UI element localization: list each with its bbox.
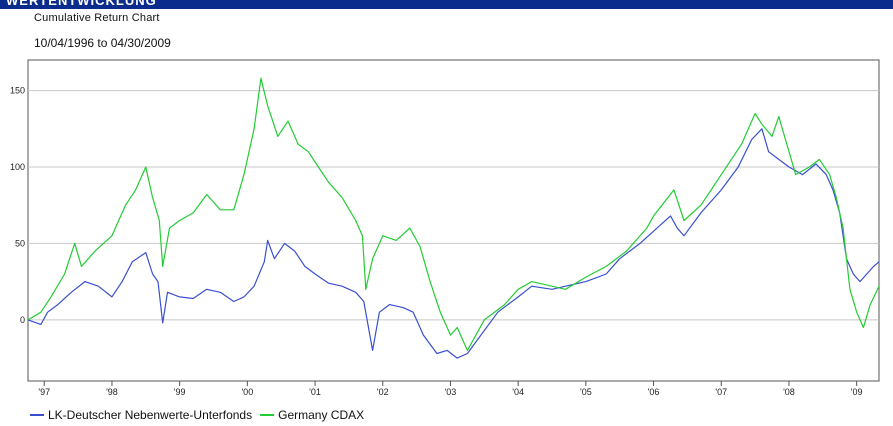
x-tick-label: '09	[851, 387, 863, 397]
x-tick-label: '03	[445, 387, 457, 397]
y-tick-label: 150	[10, 86, 25, 96]
header-banner: WERTENTWICKLUNG	[0, 0, 893, 9]
series-line-1	[27, 77, 880, 351]
chart-title: Cumulative Return Chart	[34, 12, 160, 24]
legend-item: LK-Deutscher Nebenwerte-Unterfonds	[30, 408, 252, 422]
x-tick-label: '97	[38, 387, 50, 397]
x-tick-label: '04	[512, 387, 524, 397]
y-tick-label: 100	[10, 162, 25, 172]
x-tick-label: '05	[580, 387, 592, 397]
y-tick-label: 0	[20, 315, 25, 325]
chart-legend: LK-Deutscher Nebenwerte-Unterfonds Germa…	[30, 408, 372, 422]
legend-label: LK-Deutscher Nebenwerte-Unterfonds	[48, 408, 253, 422]
x-tick-label: '07	[715, 387, 727, 397]
x-tick-label: '06	[648, 387, 660, 397]
legend-swatch	[260, 414, 275, 416]
legend-item: Germany CDAX	[260, 408, 364, 422]
y-tick-label: 50	[15, 238, 25, 248]
chart-subtitle: 10/04/1996 to 04/30/2009	[34, 36, 171, 50]
x-tick-label: '99	[174, 387, 186, 397]
legend-swatch	[30, 414, 44, 416]
x-tick-label: '00	[241, 387, 253, 397]
x-tick-label: '01	[309, 387, 321, 397]
series-line-0	[27, 128, 880, 359]
x-tick-label: '02	[377, 387, 389, 397]
banner-title: WERTENTWICKLUNG	[6, 0, 157, 8]
plot-frame	[27, 59, 880, 382]
x-tick-label: '08	[783, 387, 795, 397]
legend-label: Germany CDAX	[278, 408, 365, 422]
x-tick-label: '98	[106, 387, 118, 397]
